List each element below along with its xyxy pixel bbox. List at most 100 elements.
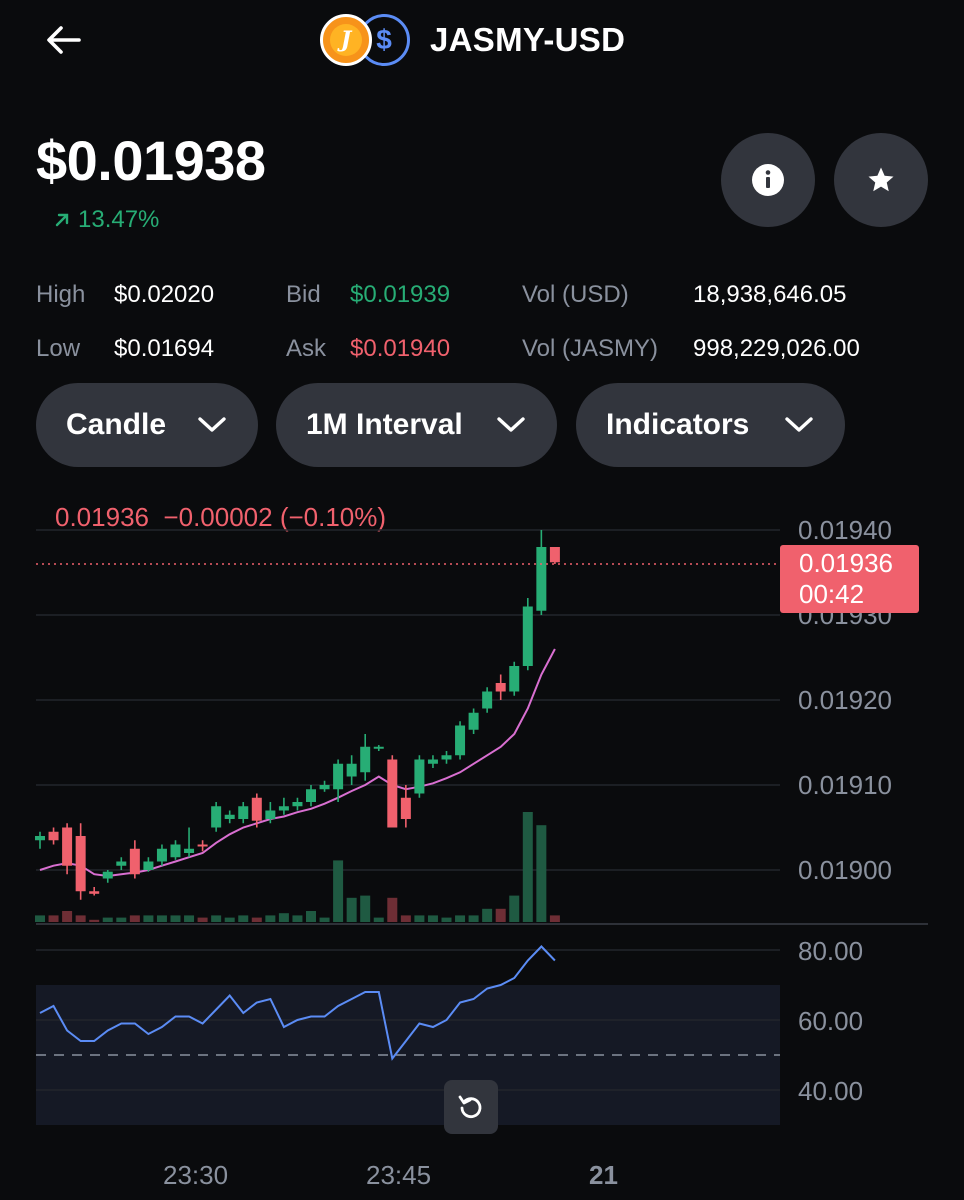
x-tick-label: 23:30 — [163, 1160, 229, 1190]
candle-body — [251, 797, 262, 821]
candle-body — [197, 844, 208, 847]
candle-body — [75, 836, 86, 892]
high-label: High — [36, 281, 86, 308]
arrow-up-right-icon — [55, 213, 69, 227]
bid-label: Bid — [286, 281, 321, 308]
candle-body — [170, 844, 181, 858]
rsi-tick-label: 60.00 — [798, 1006, 864, 1036]
candle-body — [238, 806, 249, 819]
volume-bar — [427, 915, 438, 922]
indicators-dropdown[interactable]: Indicators — [576, 383, 845, 467]
volume-bar — [35, 915, 45, 922]
volume-bar — [319, 917, 330, 922]
volume-bar — [197, 917, 208, 922]
chart-type-dropdown[interactable]: Candle — [36, 383, 258, 467]
volume-bar — [346, 897, 357, 922]
info-icon — [752, 164, 784, 196]
price-change-value: 13.47% — [78, 206, 160, 233]
candle-body — [333, 763, 344, 790]
interval-dropdown[interactable]: 1M Interval — [276, 383, 557, 467]
candle-body — [306, 789, 316, 802]
candle-body — [62, 827, 73, 866]
candle-body — [509, 666, 520, 692]
volume-bar — [441, 917, 452, 922]
volume-bar — [265, 915, 276, 922]
chevron-down-icon — [198, 417, 226, 432]
rotate-ccw-icon — [458, 1095, 482, 1119]
info-button[interactable] — [721, 133, 815, 227]
x-tick-label: 21 — [589, 1160, 618, 1190]
current-price-tag: 0.01936 00:42 — [780, 545, 919, 613]
volume-bar — [482, 908, 493, 922]
volume-bar — [143, 915, 154, 922]
candle-body — [360, 746, 371, 773]
low-value: $0.01694 — [114, 335, 215, 362]
volume-bar — [468, 915, 479, 922]
ohlc-readout: 0.01936 −0.00002 (−0.10%) — [55, 502, 387, 532]
candle-body — [102, 871, 113, 879]
vol-usd-label: Vol (USD) — [522, 281, 629, 308]
price-chart[interactable] — [0, 480, 964, 1200]
y-tick-label: 0.01900 — [798, 855, 892, 885]
x-tick-label: 23:45 — [366, 1160, 432, 1190]
interval-label: 1M Interval — [306, 408, 463, 441]
volume-bar — [102, 917, 113, 922]
price-change: 13.47% — [54, 206, 159, 234]
volume-bar — [387, 897, 398, 922]
candle-body — [414, 759, 425, 794]
favorite-button[interactable] — [834, 133, 928, 227]
volume-bar — [224, 917, 235, 922]
candle-body — [143, 861, 154, 870]
volume-bar — [116, 917, 127, 922]
candle-body — [48, 831, 59, 841]
arrow-left-icon — [47, 26, 81, 54]
moving-average-line — [39, 648, 556, 878]
volume-bar — [129, 915, 140, 922]
current-price-tag-value: 0.01936 — [799, 548, 893, 578]
volume-bar — [455, 915, 466, 922]
star-icon — [868, 167, 894, 192]
volume-bar — [238, 915, 249, 922]
volume-bar — [75, 915, 86, 922]
volume-bar — [509, 895, 520, 922]
candle-body — [427, 759, 438, 764]
y-tick-label: 0.01910 — [798, 770, 892, 800]
candle-body — [482, 691, 493, 709]
pair-header: J $ JASMY-USD — [320, 12, 625, 68]
volume-bar — [184, 915, 195, 922]
candle-body — [35, 836, 45, 841]
back-button[interactable] — [36, 18, 92, 62]
volume-bar — [89, 919, 100, 922]
candle-body — [441, 755, 452, 760]
pair-title: JASMY-USD — [430, 21, 626, 58]
candle-body — [319, 785, 330, 790]
y-tick-label: 0.01940 — [798, 515, 892, 545]
vol-base-value: 998,229,026.00 — [693, 335, 860, 362]
chevron-down-icon — [497, 417, 525, 432]
candle-body — [373, 746, 384, 749]
usd-coin-icon: $ — [358, 14, 410, 66]
candle-body — [400, 797, 411, 819]
volume-bar — [495, 908, 506, 922]
rsi-line — [39, 945, 556, 1061]
reset-chart-button[interactable] — [444, 1080, 498, 1134]
indicators-label: Indicators — [606, 408, 750, 441]
volume-bar — [333, 860, 344, 922]
candle-body — [387, 759, 398, 828]
candle-body — [455, 725, 466, 756]
ask-label: Ask — [286, 335, 327, 362]
ask-value: $0.01940 — [350, 335, 451, 362]
low-label: Low — [36, 335, 81, 362]
volume-bar — [536, 825, 547, 922]
chart-type-label: Candle — [66, 408, 167, 441]
rsi-tick-label: 80.00 — [798, 936, 864, 966]
volume-bar — [522, 812, 533, 922]
vol-base-label: Vol (JASMY) — [522, 335, 659, 362]
candle-body — [495, 683, 506, 692]
jasmy-coin-icon: J — [320, 14, 372, 66]
volume-bar — [292, 915, 303, 922]
volume-bar — [414, 915, 425, 922]
volume-bar — [400, 915, 411, 922]
volume-bar — [62, 911, 73, 922]
volume-bar — [360, 895, 371, 922]
